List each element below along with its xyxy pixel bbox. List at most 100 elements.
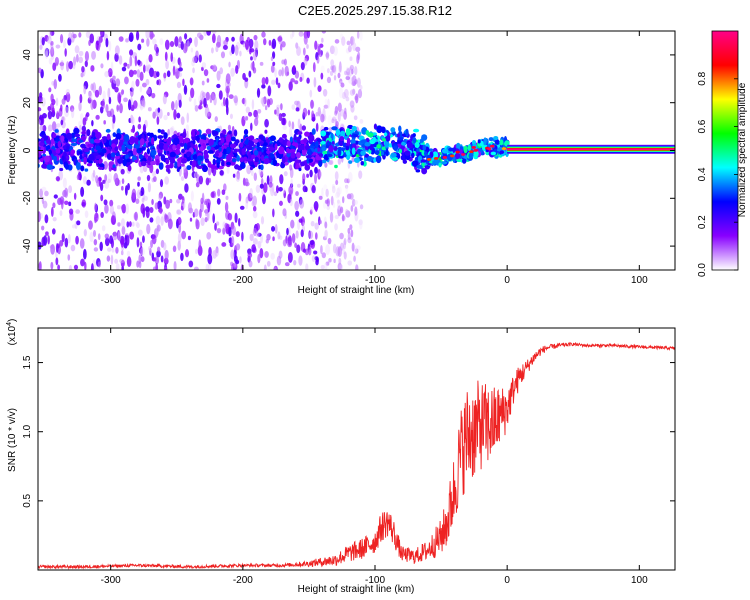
spectrogram-speckle	[111, 215, 115, 225]
spectrogram-speckle	[257, 254, 260, 263]
spectrogram-speckle	[127, 251, 131, 257]
spectrogram-speckle	[351, 229, 354, 237]
spectrogram-band-cell	[204, 153, 209, 159]
spectrogram-speckle	[190, 88, 194, 98]
spectrogram-speckle	[129, 32, 134, 42]
spectrogram-speckle	[60, 60, 64, 70]
spectrogram-speckle	[272, 62, 275, 66]
spectrogram-speckle	[327, 68, 330, 73]
spectrogram-speckle	[50, 103, 54, 111]
spectrogram-speckle	[138, 229, 143, 235]
spectrogram-speckle	[165, 60, 169, 69]
spectrogram-band-cell	[300, 161, 305, 166]
spectrogram-speckle	[336, 188, 340, 198]
snr-y-exponent: (x104)	[6, 319, 18, 346]
spectrogram-speckle	[282, 208, 286, 216]
spectrogram-speckle	[57, 265, 60, 271]
spectrogram-speckle	[79, 125, 82, 134]
spectrogram-speckle	[257, 88, 260, 98]
spectrogram-speckle	[289, 164, 292, 170]
spectrogram-speckle	[279, 201, 283, 206]
spectrogram-speckle	[333, 46, 338, 56]
spectrogram-speckle	[302, 125, 306, 130]
spectrogram-band-cell	[151, 149, 157, 155]
spectrogram-band-cell	[478, 139, 481, 143]
spectrogram-speckle	[138, 124, 142, 130]
spectrogram-speckle	[223, 40, 228, 46]
spectrogram-speckle	[125, 38, 129, 42]
spectrogram-speckle	[56, 97, 59, 106]
spectrogram-speckle	[167, 70, 171, 77]
spectrogram-speckle	[269, 40, 272, 46]
spectrogram-band-cell	[192, 140, 195, 144]
spectrogram-speckle	[188, 236, 191, 240]
spectrogram-speckle	[58, 74, 62, 82]
spectrogram-speckle	[137, 176, 141, 181]
spectrogram-speckle	[228, 125, 231, 131]
spectrogram-band-cell	[140, 138, 145, 145]
spectrogram-speckle	[261, 216, 264, 224]
spectrogram-speckle	[147, 175, 150, 181]
spectrogram-band-cell	[340, 131, 345, 137]
spectrogram-band-cell	[181, 149, 185, 153]
spectrogram-speckle	[231, 236, 234, 247]
spectrogram-speckle	[206, 92, 210, 101]
spectrogram-band-cell	[392, 157, 399, 161]
spectrogram-speckle	[112, 248, 115, 253]
spectrogram-speckle	[326, 198, 330, 206]
spectrogram-speckle	[239, 256, 242, 263]
spectrogram-band-cell	[166, 151, 169, 155]
spectrogram-band-cell	[394, 145, 398, 151]
spectrogram-speckle	[266, 239, 269, 244]
spectrogram-band-cell	[71, 149, 75, 154]
spectrogram-speckle	[127, 64, 130, 69]
spectrogram-band-cell	[264, 130, 267, 134]
spectrogram-speckle	[336, 121, 339, 127]
spectrogram-speckle	[226, 87, 228, 97]
spectrogram-band-cell	[193, 154, 198, 159]
spectrogram-speckle	[210, 94, 213, 103]
spectrogram-band-cell	[415, 142, 420, 148]
spectrogram-speckle	[324, 230, 327, 239]
spectrogram-speckle	[41, 187, 46, 192]
spectrogram-speckle	[49, 58, 53, 65]
spectrogram-speckle	[267, 99, 270, 108]
colorbar-label: Normalized spectral amplitude	[737, 82, 748, 217]
spectrogram-speckle	[216, 84, 220, 88]
spectrogram-speckle	[267, 175, 270, 185]
spectrogram-speckle	[60, 34, 63, 43]
spectrogram-band-cell	[133, 157, 136, 160]
spectrogram-speckle	[320, 73, 323, 80]
spectrogram-band-cell	[80, 144, 86, 149]
spectrogram-speckle	[141, 39, 144, 43]
spectrogram-speckle	[138, 254, 141, 263]
spectrogram-speckle	[228, 62, 230, 68]
spectrogram-speckle	[129, 70, 134, 78]
spectrogram-band-cell	[401, 142, 406, 146]
spectrogram-speckle	[303, 108, 308, 117]
spectrogram-band-cell	[282, 134, 287, 139]
spectrogram-speckle	[230, 249, 234, 259]
spectrogram-band-cell	[448, 148, 454, 152]
spectrogram-speckle	[179, 100, 182, 108]
spectrogram-speckle	[217, 189, 220, 197]
spectrogram-band-cell	[338, 141, 343, 146]
spectrogram-speckle	[318, 107, 321, 116]
spectrogram-band-cell	[306, 155, 312, 158]
spectrogram-band-cell	[71, 143, 77, 146]
spectrogram-speckle	[290, 199, 293, 207]
spectrogram-speckle	[274, 191, 277, 196]
spectrogram-speckle	[342, 214, 345, 222]
spectrogram-speckle	[135, 79, 139, 87]
spectrogram-band-cell	[61, 155, 64, 160]
spectrogram-band-cell	[303, 138, 307, 144]
spectrogram-band-cell	[318, 161, 322, 167]
spectrogram-band-cell	[141, 161, 147, 167]
spectrogram-speckle	[226, 196, 229, 200]
spectrogram-speckle	[100, 212, 104, 218]
spectrogram-speckle	[173, 246, 177, 253]
spectrogram-speckle	[71, 108, 74, 118]
spectrogram-band-cell	[468, 153, 472, 159]
spectrogram-speckle	[157, 224, 161, 231]
spectrogram-band-cell	[234, 149, 238, 154]
